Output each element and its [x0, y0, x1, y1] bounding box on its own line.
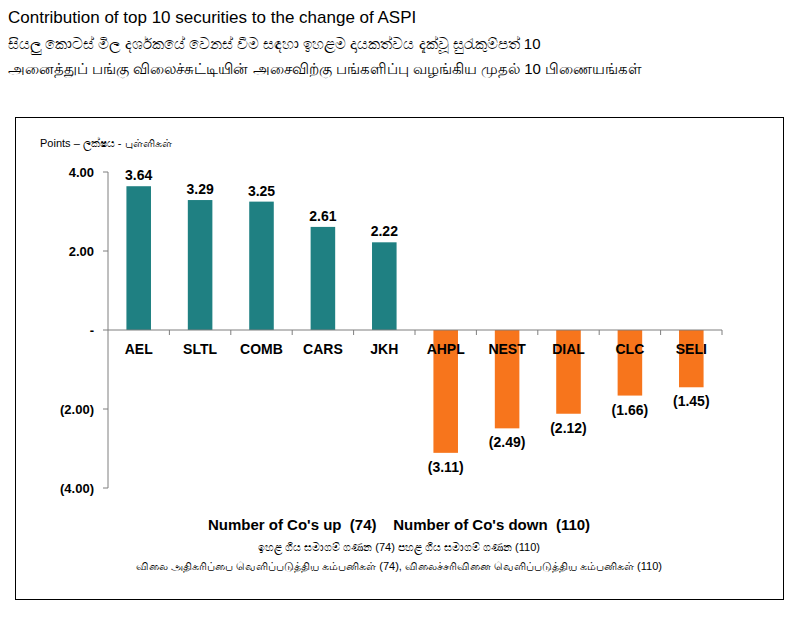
data-label: (1.66) — [612, 402, 649, 418]
x-tick-label: AEL — [125, 341, 153, 357]
y-tick — [103, 488, 108, 489]
category-tick — [660, 330, 661, 335]
bar — [188, 200, 213, 330]
x-tick-label: DIAL — [552, 341, 585, 357]
bar — [311, 227, 336, 330]
x-tick-label: AHPL — [427, 341, 466, 357]
chart-svg: Points – ලක්ෂය - புள்ளிகள் 4.00 2.00 - (2.00… — [0, 0, 799, 617]
category-tick — [537, 330, 538, 335]
x-tick-label: COMB — [240, 341, 283, 357]
x-tick-label: CARS — [303, 341, 343, 357]
annotation: Number of Co's up (74) Number of Co's do… — [208, 516, 590, 533]
y-tick-label: (2.00) — [60, 402, 94, 417]
y-tick-label: (4.00) — [60, 481, 94, 496]
bar — [249, 202, 274, 330]
y-axis-label: Points – ලක්ෂය - புள்ளிகள் — [40, 136, 172, 151]
x-tick-label: NEST — [488, 341, 526, 357]
data-label: (2.12) — [550, 420, 587, 436]
subtitle: அனைத்துப் பங்கு விலைச்சுட்டியின் அசைவிற்… — [8, 58, 788, 79]
data-label: 3.64 — [125, 167, 152, 183]
x-tick-label: JKH — [370, 341, 398, 357]
data-label: 3.25 — [248, 183, 275, 199]
y-tick-label: 4.00 — [69, 165, 94, 180]
data-label: (2.49) — [489, 434, 526, 450]
category-tick — [292, 330, 293, 335]
bars — [126, 186, 703, 453]
category-tick — [169, 330, 170, 335]
y-tick-label: 2.00 — [69, 244, 94, 259]
bar — [126, 186, 151, 330]
x-tick-label: SELI — [676, 341, 707, 357]
y-tick — [103, 172, 108, 173]
y-tick — [103, 251, 108, 252]
category-tick — [599, 330, 600, 335]
category-tick — [230, 330, 231, 335]
data-label: 2.22 — [371, 223, 398, 239]
bar — [372, 242, 397, 330]
annotation: ඉහළ ගිය සමාගම් ගණන (74) පහළ ගිය සමාගම් ග… — [258, 541, 540, 555]
annotation: விலை அதிகரிப்பை வெளிப்படுத்திய கம்பனிகள்… — [136, 560, 662, 573]
data-label: 2.61 — [309, 208, 336, 224]
bar — [618, 330, 643, 396]
data-label: (3.11) — [428, 459, 464, 475]
data-label: 3.29 — [186, 181, 213, 197]
subtitle: සියලු කොටස් මිල දර්ශකයේ වෙනස් වීම සඳහා ඉ… — [8, 33, 788, 54]
category-tick — [476, 330, 477, 335]
bar — [679, 330, 704, 387]
y-tick — [103, 330, 108, 331]
title: Contribution of top 10 securities to the… — [8, 8, 788, 28]
chart-frame — [16, 118, 784, 600]
category-tick — [353, 330, 354, 335]
data-label: (1.45) — [673, 393, 710, 409]
category-tick — [722, 330, 723, 335]
y-tick — [103, 409, 108, 410]
x-tick-label: SLTL — [183, 341, 217, 357]
x-tick-label: CLC — [616, 341, 645, 357]
y-tick-label: - — [90, 323, 94, 338]
category-tick — [415, 330, 416, 335]
